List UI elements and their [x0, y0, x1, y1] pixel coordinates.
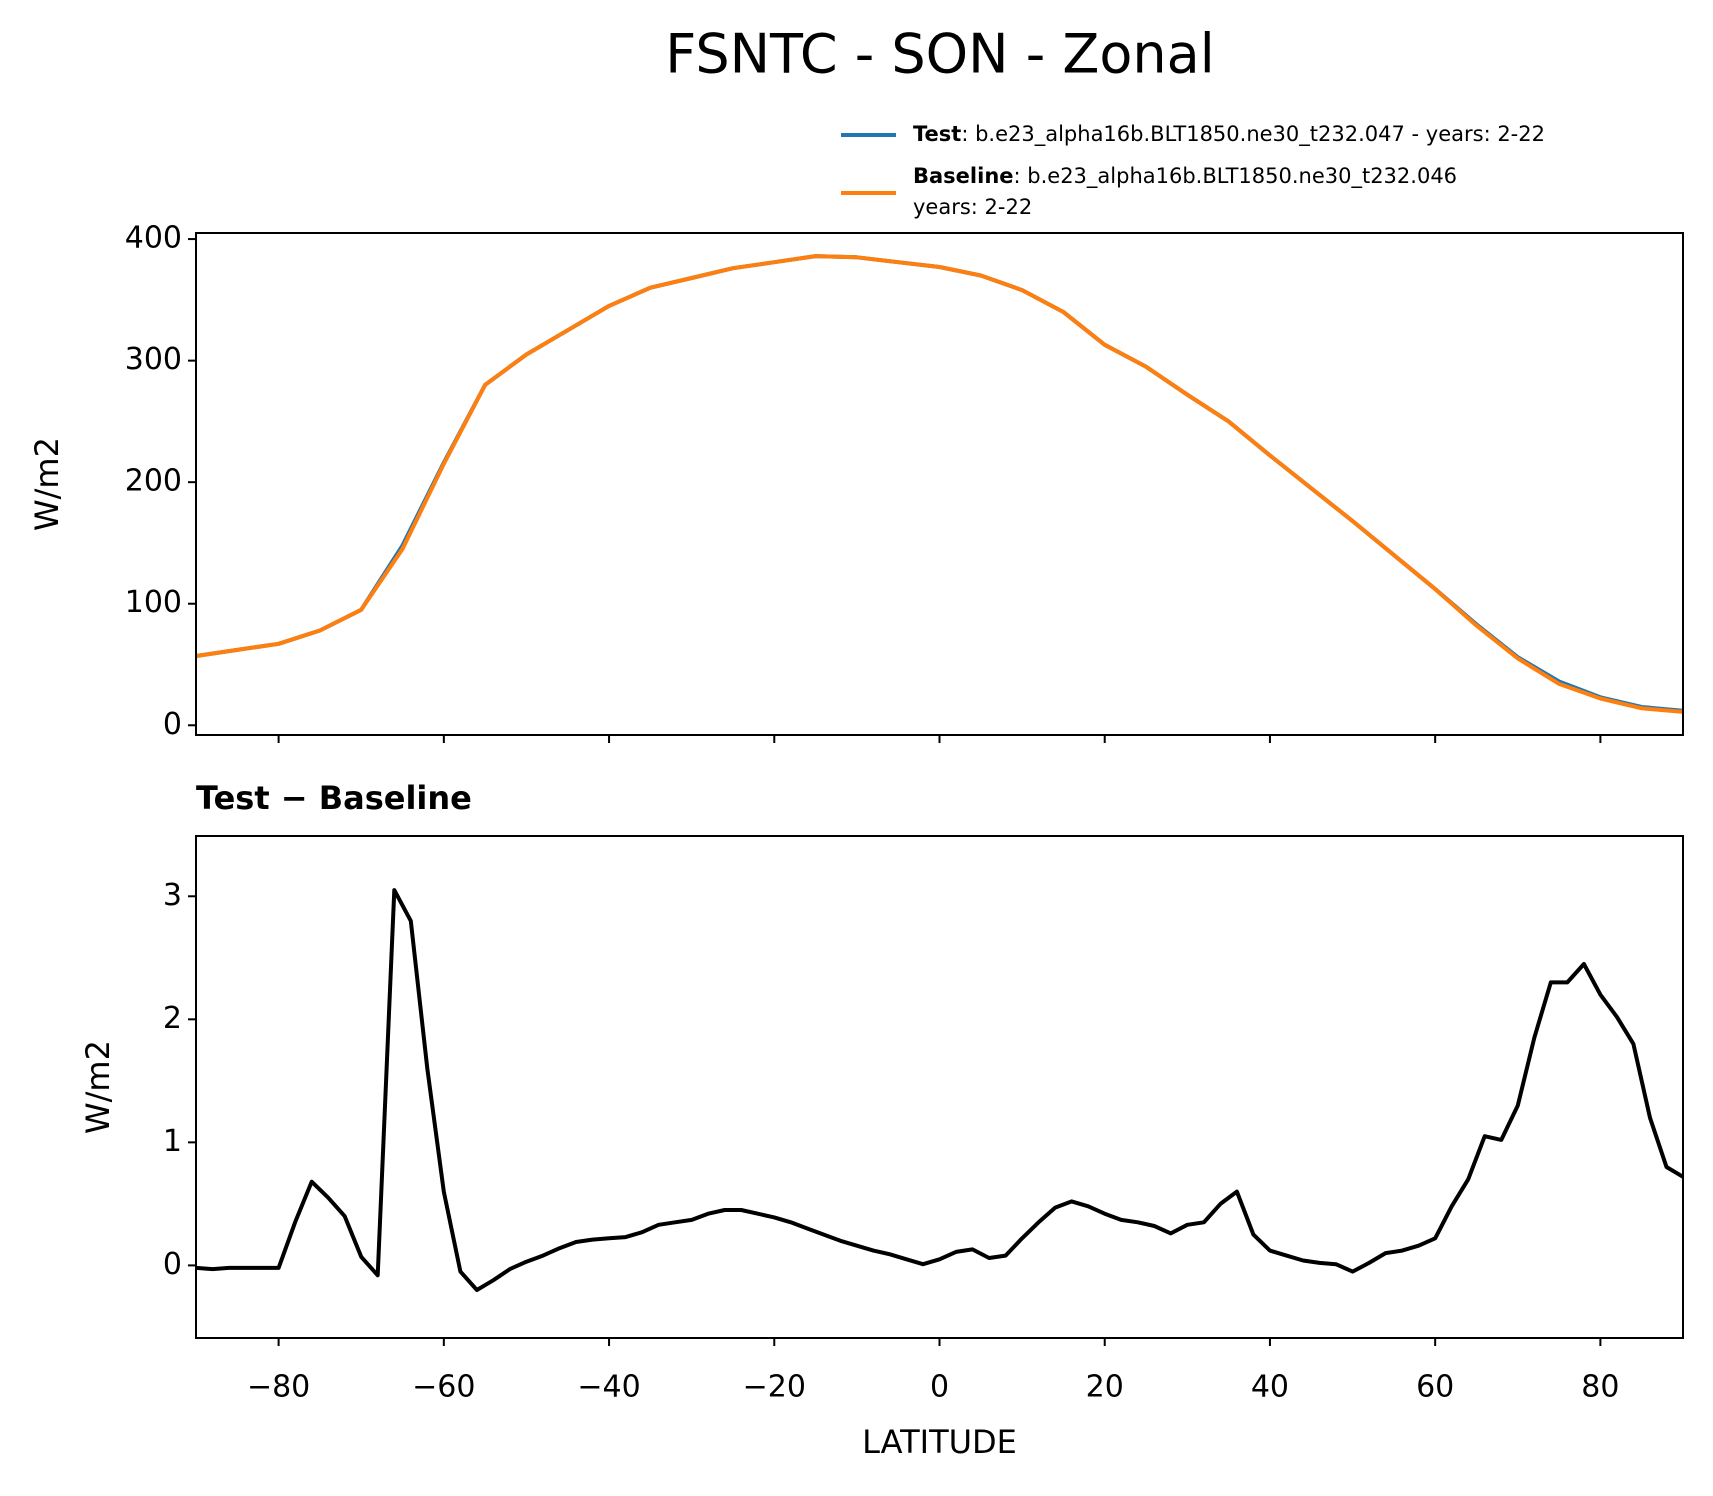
- y-tick-label: 100: [125, 585, 182, 620]
- series-line: [196, 888, 1683, 1292]
- axes-frame: [195, 232, 1684, 736]
- legend-name: Test: [913, 122, 961, 146]
- y-tick-label: 3: [163, 878, 182, 913]
- y-axis-label: W/m2: [79, 1040, 117, 1134]
- y-tick-label: 400: [125, 221, 182, 256]
- x-tick-label: −40: [577, 1370, 640, 1405]
- legend-label: Test: b.e23_alpha16b.BLT1850.ne30_t232.0…: [913, 122, 1545, 147]
- x-tick-label: −60: [412, 1370, 475, 1405]
- legend-description: : b.e23_alpha16b.BLT1850.ne30_t232.047 -…: [961, 122, 1545, 147]
- y-tick-label: 2: [163, 1001, 182, 1036]
- series-line: [196, 254, 1683, 714]
- legend-name: Baseline: [913, 164, 1014, 188]
- y-axis-label: W/m2: [28, 437, 66, 531]
- x-tick-label: 80: [1581, 1370, 1619, 1405]
- legend-label: Baseline: b.e23_alpha16b.BLT1850.ne30_t2…: [913, 164, 1457, 189]
- legend-description: years: 2-22: [913, 195, 1032, 219]
- x-axis-label: LATITUDE: [862, 1423, 1017, 1461]
- y-tick-label: 1: [163, 1124, 182, 1159]
- y-tick-label: 300: [125, 342, 182, 377]
- y-tick-label: 0: [163, 1247, 182, 1282]
- x-tick-label: 0: [930, 1370, 949, 1405]
- x-tick-label: −80: [247, 1370, 310, 1405]
- y-tick-label: 200: [125, 464, 182, 499]
- x-tick-label: 40: [1251, 1370, 1289, 1405]
- x-tick-label: 60: [1416, 1370, 1454, 1405]
- y-tick-label: 0: [163, 707, 182, 742]
- axes-frame: [195, 835, 1684, 1339]
- x-tick-label: −20: [743, 1370, 806, 1405]
- x-tick-label: 20: [1086, 1370, 1124, 1405]
- legend-description: : b.e23_alpha16b.BLT1850.ne30_t232.046: [1014, 164, 1458, 189]
- figure-title: FSNTC - SON - Zonal: [665, 23, 1214, 86]
- subplot-title: Test − Baseline: [196, 779, 472, 817]
